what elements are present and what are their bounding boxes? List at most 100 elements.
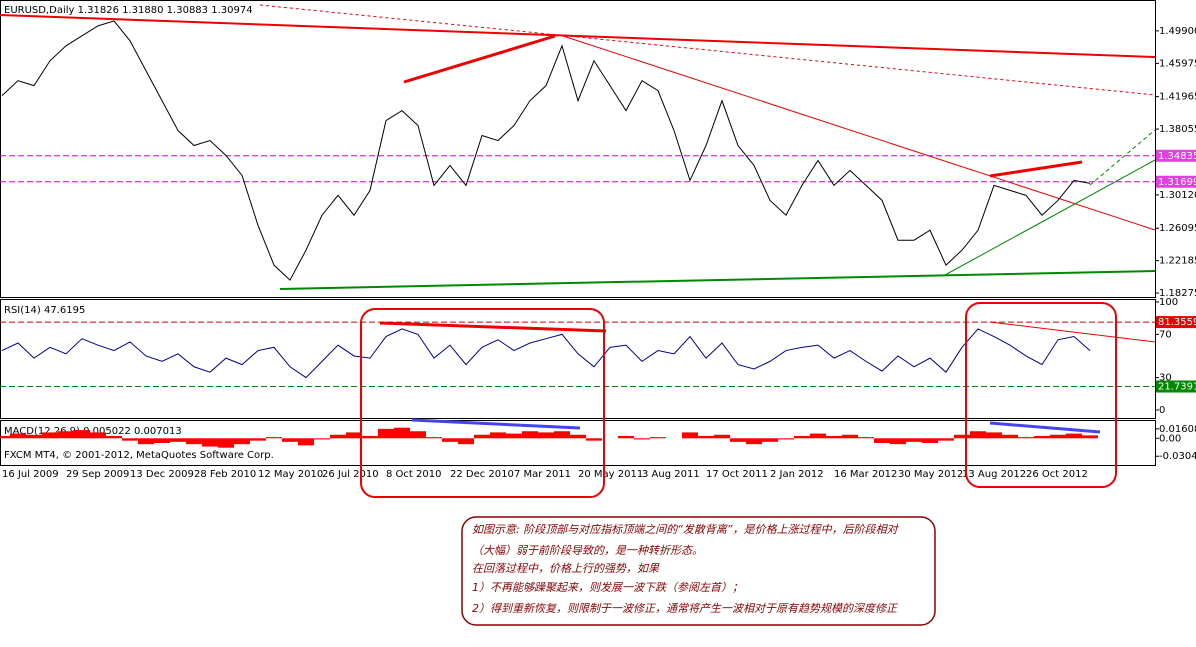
histogram-bar xyxy=(58,431,74,439)
y-tick-label: 0.01608 xyxy=(1159,424,1196,435)
histogram-bar xyxy=(794,435,810,439)
x-tick-label: 26 Jul 2010 xyxy=(322,469,379,480)
histogram-bar xyxy=(522,431,538,439)
x-tick-label: 13 Dec 2009 xyxy=(130,469,194,480)
histogram-bar xyxy=(42,432,58,439)
trendline xyxy=(0,14,1156,58)
rsi-panel xyxy=(0,299,1156,419)
histogram-bar xyxy=(442,438,458,442)
trendline xyxy=(559,34,1156,231)
price-line xyxy=(1,20,1091,281)
histogram-bar xyxy=(378,428,394,439)
histogram-bar xyxy=(74,430,90,439)
y-tick-label: 100 xyxy=(1159,297,1178,308)
histogram-bar xyxy=(394,427,410,439)
macd-panel xyxy=(0,420,1156,466)
y-tick-label: 1.38055 xyxy=(1159,124,1196,135)
note-line: 在回落过程中，价格上行的强势，如果 xyxy=(472,562,660,575)
y-tick-label: 30 xyxy=(1159,373,1172,384)
x-tick-label: 30 May 2012 xyxy=(898,469,963,480)
histogram-bar xyxy=(826,435,842,439)
trendline xyxy=(1089,129,1156,186)
histogram-bar xyxy=(954,434,970,439)
y-tick-label: 70 xyxy=(1159,329,1172,340)
note-line: 如图示意: 阶段顶部与对应指标顶端之间的“发散背离”，是价格上涨过程中，后阶段相… xyxy=(472,523,900,536)
histogram-bar xyxy=(682,432,698,439)
highlight-box xyxy=(965,302,1117,488)
histogram-bar xyxy=(0,435,10,439)
histogram-bar xyxy=(234,438,250,445)
histogram-bar xyxy=(362,435,378,439)
histogram-bar xyxy=(746,438,762,445)
histogram-bar xyxy=(810,433,826,439)
trendline xyxy=(403,34,556,84)
x-tick-label: 16 Jul 2009 xyxy=(2,469,59,480)
x-tick-label: 20 May 2011 xyxy=(578,469,643,480)
histogram-bar xyxy=(634,438,650,440)
level-label-bg xyxy=(1156,175,1196,188)
y-tick-label: 0.00 xyxy=(1159,433,1181,444)
histogram-bar xyxy=(346,432,362,439)
histogram-bar xyxy=(970,431,986,439)
histogram-bar xyxy=(986,432,1002,439)
trendline xyxy=(989,160,1083,178)
x-tick-label: 13 Aug 2012 xyxy=(962,469,1026,480)
histogram-bar xyxy=(426,437,442,439)
price-panel xyxy=(0,0,1156,298)
x-tick-label: 3 Aug 2011 xyxy=(642,469,700,480)
histogram-bar xyxy=(1050,434,1066,439)
x-tick-label: 29 Sep 2009 xyxy=(66,469,129,480)
x-tick-label: 8 Oct 2010 xyxy=(386,469,441,480)
level-label-bg xyxy=(1156,149,1196,162)
histogram-bar xyxy=(762,438,778,442)
y-tick-label: 1.30120 xyxy=(1159,190,1196,201)
price-line xyxy=(1,328,1091,379)
panel-title: RSI(14) 47.6195 xyxy=(4,305,85,316)
histogram-bar xyxy=(1018,437,1034,439)
histogram-bar xyxy=(714,434,730,439)
y-tick-label: 1.26095 xyxy=(1159,223,1196,234)
level-label: 1.34835 xyxy=(1158,151,1196,162)
x-tick-label: 28 Feb 2010 xyxy=(194,469,256,480)
histogram-bar xyxy=(90,432,106,439)
x-tick-label: 7 Mar 2011 xyxy=(514,469,571,480)
histogram-bar xyxy=(874,438,890,443)
histogram-bar xyxy=(538,432,554,439)
highlight-box xyxy=(360,308,605,498)
x-tick-label: 12 May 2010 xyxy=(258,469,323,480)
histogram-bar xyxy=(554,431,570,439)
histogram-bar xyxy=(10,433,26,439)
histogram-bar xyxy=(186,438,202,445)
histogram-bar xyxy=(1066,433,1082,439)
histogram-bar xyxy=(138,438,154,445)
y-tick-label: 1.22185 xyxy=(1159,256,1196,267)
y-tick-label: 0 xyxy=(1159,405,1165,416)
histogram-bar xyxy=(170,438,186,442)
histogram-bar xyxy=(570,434,586,439)
histogram-bar xyxy=(106,435,122,439)
x-tick-label: 2 Jan 2012 xyxy=(770,469,824,480)
histogram-bar xyxy=(26,434,42,439)
level-label-bg xyxy=(1156,380,1196,393)
x-tick-label: 17 Oct 2011 xyxy=(706,469,768,480)
histogram-bar xyxy=(474,434,490,439)
y-tick-label: 1.18275 xyxy=(1159,288,1196,299)
histogram-bar xyxy=(890,438,906,445)
histogram-bar xyxy=(778,438,794,440)
x-tick-label: 22 Dec 2010 xyxy=(450,469,514,480)
y-tick-label: 1.45975 xyxy=(1159,58,1196,69)
histogram-bar xyxy=(1034,435,1050,439)
histogram-bar xyxy=(298,438,314,446)
histogram-bar xyxy=(730,438,746,442)
y-tick-label: 1.41965 xyxy=(1159,92,1196,103)
histogram-bar xyxy=(282,438,298,442)
histogram-bar xyxy=(250,438,266,441)
histogram-bar xyxy=(330,434,346,439)
histogram-bar xyxy=(842,434,858,439)
level-label: 21.7391 xyxy=(1158,382,1196,393)
histogram-bar xyxy=(650,437,666,439)
note-box xyxy=(461,516,936,626)
trendline xyxy=(379,321,607,333)
y-tick-label: 1.49900 xyxy=(1159,26,1196,37)
